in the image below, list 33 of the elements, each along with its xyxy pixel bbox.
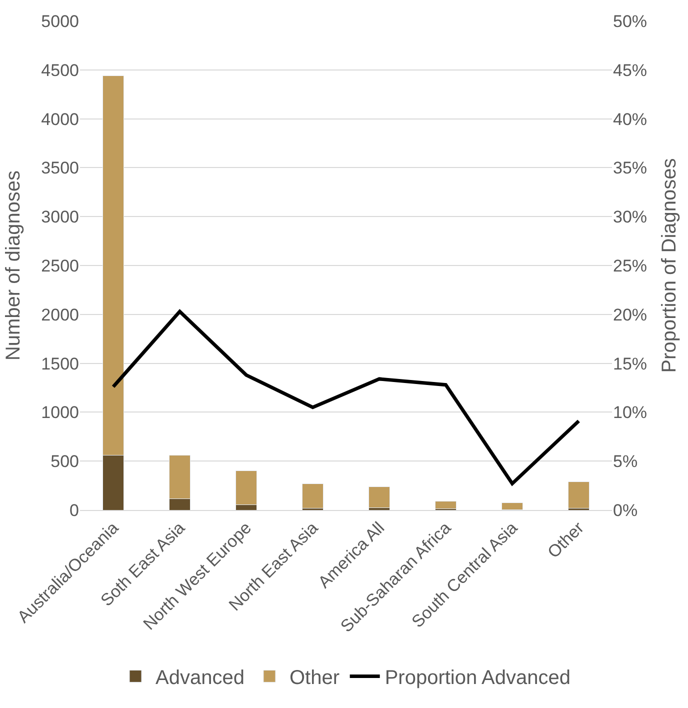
bar <box>568 481 590 508</box>
y2-tick-label: 0% <box>613 500 638 520</box>
bar <box>434 500 457 510</box>
bar <box>368 486 390 508</box>
legend-label: Proportion Advanced <box>384 667 571 689</box>
legend-label: Advanced <box>156 667 244 689</box>
y-tick-label: 5000 <box>41 12 79 31</box>
y-tick-label: 4500 <box>41 60 79 80</box>
y2-tick-label: 25% <box>613 256 648 276</box>
y2-tick-label: 40% <box>613 110 648 129</box>
y2-tick-label: 15% <box>613 354 648 374</box>
y-tick-label: 0 <box>70 500 79 520</box>
bar <box>302 483 324 508</box>
y2-tick-label: 10% <box>613 403 648 422</box>
y2-axis-title: Proportion of Diagnoses <box>658 158 681 373</box>
y-tick-label: 1500 <box>41 354 79 374</box>
line-series <box>112 310 580 486</box>
bar <box>501 502 524 510</box>
legend-label: Other <box>289 667 340 689</box>
y2-tick-label: 50% <box>613 12 648 31</box>
y-tick-label: 3500 <box>41 158 79 178</box>
y2-tick-label: 5% <box>613 452 638 472</box>
y-tick-label: 2500 <box>41 256 79 276</box>
y-tick-label: 4000 <box>41 110 79 129</box>
y2-tick-label: 30% <box>613 208 648 227</box>
y-tick-label: 3000 <box>41 208 79 227</box>
y-tick-label: 500 <box>50 452 79 472</box>
y-axis-title: Number of diagnoses <box>2 170 25 361</box>
y2-tick-label: 20% <box>613 305 648 324</box>
y2-tick-label: 35% <box>613 158 648 178</box>
y-tick-label: 2000 <box>41 305 79 324</box>
y-tick-label: 1000 <box>41 403 79 422</box>
y2-tick-label: 45% <box>613 60 648 80</box>
